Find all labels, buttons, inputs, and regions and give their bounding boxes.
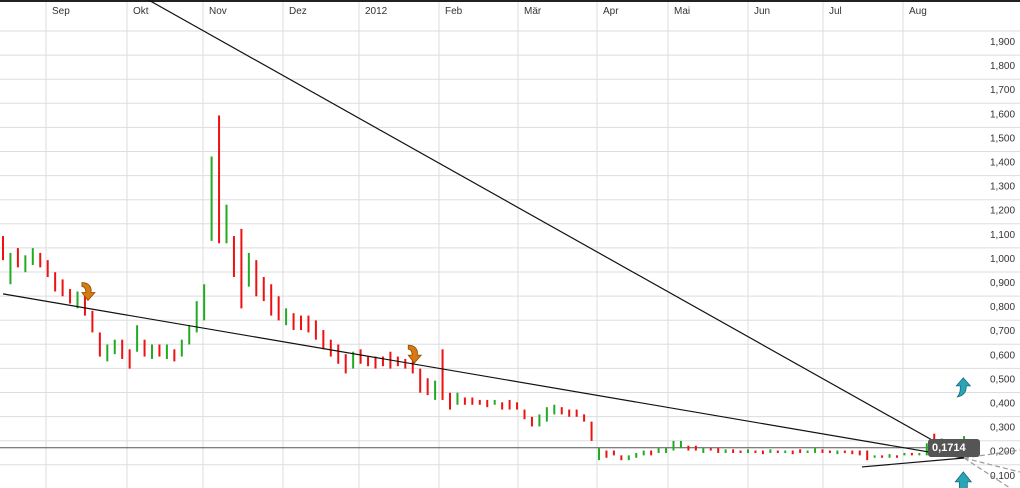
top-border [0,0,1020,2]
y-tick-label: 0,300 [990,423,1015,434]
x-tick-label: Mär [524,6,542,17]
x-tick-label: Apr [603,6,619,17]
y-tick-label: 0,700 [990,326,1015,337]
x-tick-label: Jun [754,6,770,17]
x-tick-label: Aug [909,6,927,17]
y-tick-label: 1,700 [990,85,1015,96]
trendline [147,0,965,459]
y-tick-label: 0,500 [990,374,1015,385]
x-tick-label: Nov [209,6,227,17]
projection-line [963,457,1011,488]
current-price-label: 0,1714 [928,439,980,457]
sell-arrow-icon [81,282,96,302]
y-tick-label: 1,500 [990,133,1015,144]
x-tick-label: Okt [133,6,149,17]
y-tick-label: 0,400 [990,399,1015,410]
sell-arrow-icon [407,344,423,364]
y-tick-label: 0,100 [990,471,1015,482]
y-tick-label: 1,100 [990,230,1015,241]
x-tick-label: Jul [829,6,842,17]
y-tick-label: 1,800 [990,61,1015,72]
projection-line [963,457,1020,473]
y-tick-label: 1,200 [990,206,1015,217]
y-tick-label: 1,900 [990,37,1015,48]
y-tick-label: 1,000 [990,254,1015,265]
x-tick-label: Dez [289,6,307,17]
x-tick-label: 2012 [365,6,388,17]
y-tick-label: 1,600 [990,109,1015,120]
y-tick-label: 0,900 [990,278,1015,289]
buy-arrow-icon [955,377,972,398]
y-tick-label: 1,400 [990,158,1015,169]
trendline [861,457,965,468]
y-tick-label: 0,600 [990,350,1015,361]
trendline [2,293,965,459]
x-tick-label: Feb [445,6,463,17]
y-tick-label: 1,300 [990,182,1015,193]
x-tick-label: Mai [674,6,690,17]
y-tick-label: 0,800 [990,302,1015,313]
y-tick-label: 0,200 [990,447,1015,458]
buy-arrow-icon [954,471,973,488]
x-tick-label: Sep [52,6,70,17]
